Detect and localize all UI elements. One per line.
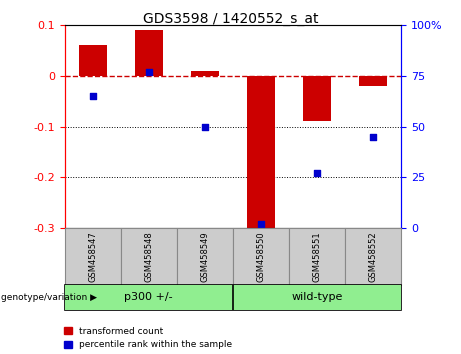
Bar — [177, 228, 233, 285]
Legend: transformed count, percentile rank within the sample: transformed count, percentile rank withi… — [65, 327, 232, 349]
Bar — [289, 228, 345, 285]
Bar — [233, 285, 401, 310]
Text: GDS3598 / 1420552_s_at: GDS3598 / 1420552_s_at — [143, 12, 318, 27]
Text: GSM458549: GSM458549 — [200, 231, 209, 282]
Text: GSM458551: GSM458551 — [313, 231, 321, 282]
Text: GSM458552: GSM458552 — [368, 231, 378, 282]
Point — [145, 69, 152, 74]
Bar — [135, 30, 163, 76]
Point — [89, 93, 96, 99]
Text: genotype/variation ▶: genotype/variation ▶ — [1, 293, 97, 302]
Bar — [247, 76, 275, 228]
Bar — [65, 285, 233, 310]
Bar — [191, 70, 219, 76]
Point — [313, 171, 321, 176]
Bar — [303, 76, 331, 121]
Bar — [78, 45, 106, 76]
Bar — [345, 228, 401, 285]
Point — [369, 134, 377, 139]
Point — [257, 222, 265, 227]
Text: GSM458550: GSM458550 — [256, 231, 266, 282]
Text: GSM458548: GSM458548 — [144, 231, 153, 282]
Bar — [65, 228, 121, 285]
Text: wild-type: wild-type — [291, 292, 343, 302]
Point — [201, 124, 208, 130]
Bar — [233, 228, 289, 285]
Text: p300 +/-: p300 +/- — [124, 292, 173, 302]
Bar — [121, 228, 177, 285]
Bar — [359, 76, 387, 86]
Text: GSM458547: GSM458547 — [88, 231, 97, 282]
